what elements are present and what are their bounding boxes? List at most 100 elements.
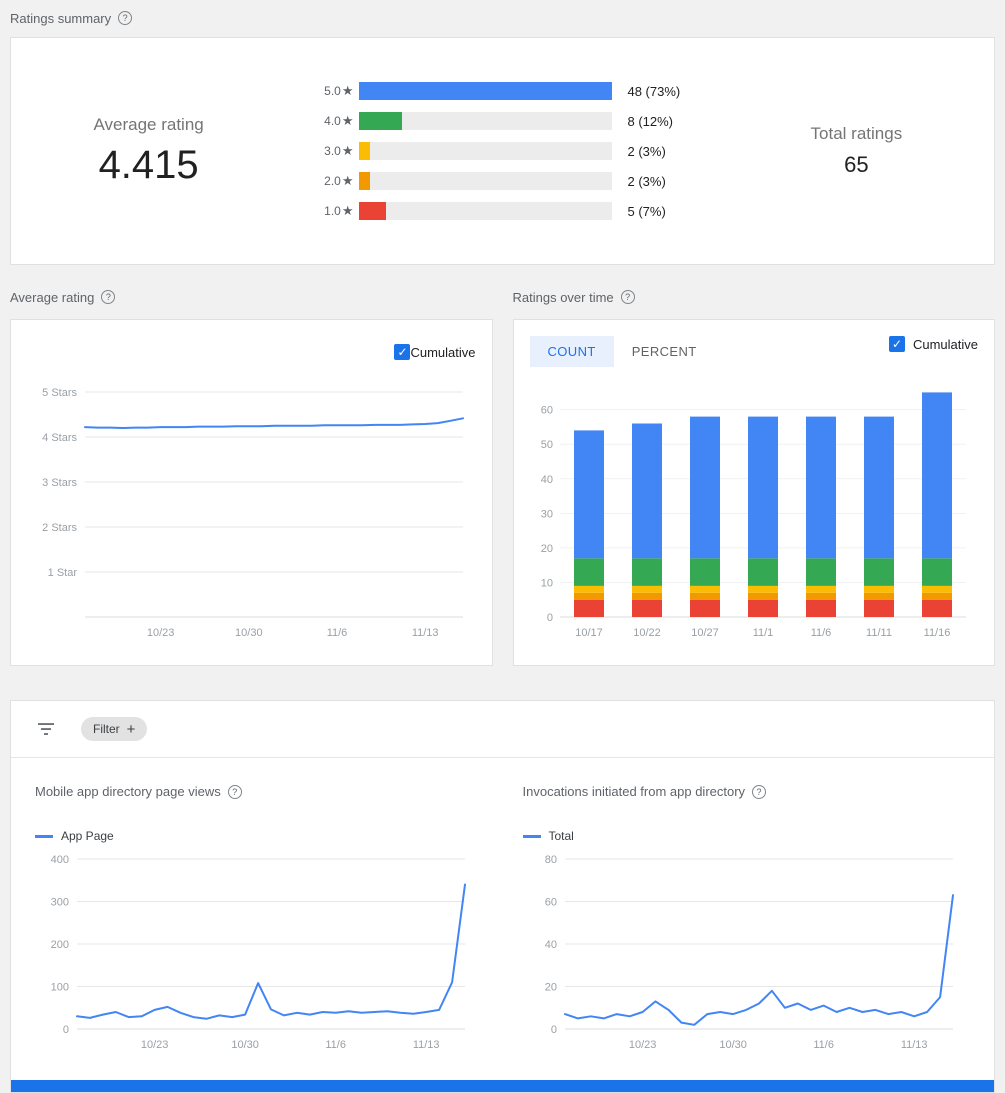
- average-rating-header: Average rating: [10, 287, 493, 307]
- star-icon: ★: [341, 143, 354, 158]
- svg-text:11/16: 11/16: [923, 627, 950, 639]
- svg-text:5 Stars: 5 Stars: [42, 387, 77, 399]
- directory-charts-row: Mobile app directory page views App Page…: [11, 758, 994, 1064]
- ratings-summary-card: Average rating 4.415 5.0★ 48 (73%) 4.0★ 8 (…: [10, 37, 995, 265]
- average-rating-chart: 5 Stars 4 Stars 3 Stars 2 Stars 1 Star 10/23 1…: [42, 387, 464, 639]
- svg-text:30: 30: [540, 508, 552, 520]
- svg-text:11/6: 11/6: [813, 1039, 834, 1051]
- average-rating-toolbar: Cumulative: [27, 336, 476, 368]
- star-icon: ★: [341, 203, 354, 218]
- help-icon[interactable]: [752, 784, 767, 799]
- filter-bar: Filter: [11, 701, 994, 758]
- rating-row-count: 5 (7%): [627, 203, 666, 219]
- cumulative-checkbox[interactable]: [394, 344, 411, 360]
- ratings-over-time-chart: 0 10 20 30 40 50 60 10/17 10/22 10/27 11/1 11/6 11/1…: [540, 392, 966, 639]
- rating-bar-track: [359, 82, 613, 100]
- cumulative-checkbox[interactable]: [888, 336, 905, 352]
- legend-line-icon: [522, 834, 541, 838]
- svg-text:60: 60: [540, 405, 552, 417]
- tab-count[interactable]: COUNT: [529, 336, 614, 367]
- tab-percent[interactable]: PERCENT: [614, 336, 715, 367]
- rating-bar-track: [359, 112, 613, 130]
- rating-row-count: 48 (73%): [627, 83, 681, 99]
- svg-text:11/6: 11/6: [325, 1039, 346, 1051]
- rating-row-label: 2.0★: [324, 173, 354, 188]
- rating-row-count: 2 (3%): [627, 143, 666, 159]
- total-ratings-block: Total ratings 65: [719, 38, 994, 264]
- rating-bar-track: [359, 202, 613, 220]
- svg-text:100: 100: [51, 982, 69, 994]
- plus-icon: [127, 721, 136, 738]
- invocations-title: Invocations initiated from app directory: [522, 784, 746, 799]
- ratings-summary-header: Ratings summary: [10, 8, 995, 28]
- svg-text:200: 200: [51, 939, 69, 951]
- svg-text:11/6: 11/6: [327, 627, 348, 639]
- svg-text:11/1: 11/1: [752, 627, 773, 639]
- rating-bar-fill: [359, 202, 386, 220]
- bottom-blue-bar: [11, 1080, 994, 1092]
- help-icon[interactable]: [620, 290, 635, 304]
- rating-row-count: 8 (12%): [627, 113, 674, 129]
- rating-distribution: 5.0★ 48 (73%) 4.0★ 8 (12%) 3.0★ 2 (3%) 2.0★ 2 (…: [286, 38, 719, 264]
- help-icon[interactable]: [118, 11, 133, 25]
- svg-text:11/13: 11/13: [412, 627, 439, 639]
- rating-bar-fill: [359, 142, 371, 160]
- svg-text:10/22: 10/22: [633, 627, 661, 639]
- rating-bar-fill: [359, 172, 371, 190]
- rating-distribution-row: 4.0★ 8 (12%): [313, 112, 691, 130]
- page-views-chart: 400 300 200 100 0 10/23 10/30 11/6 11/13: [51, 854, 466, 1051]
- page-views-title-row: Mobile app directory page views: [35, 784, 483, 799]
- svg-text:0: 0: [550, 1024, 556, 1036]
- average-rating-label: Average rating: [93, 114, 204, 134]
- svg-text:11/13: 11/13: [413, 1039, 440, 1051]
- svg-text:10/17: 10/17: [575, 627, 603, 639]
- average-rating-section-title: Average rating: [10, 289, 95, 305]
- rating-bar-fill: [359, 112, 402, 130]
- rating-bar-fill: [359, 82, 613, 100]
- rating-bar-track: [359, 142, 613, 160]
- svg-text:20: 20: [540, 543, 552, 555]
- svg-text:50: 50: [540, 439, 552, 451]
- directory-metrics-card: Filter Mobile app directory page views A…: [10, 700, 995, 1093]
- legend-line-icon: [35, 834, 53, 838]
- rating-row-label: 1.0★: [324, 203, 354, 218]
- rating-row-label: 3.0★: [324, 143, 354, 158]
- rating-distribution-row: 1.0★ 5 (7%): [313, 202, 691, 220]
- cumulative-check-group: Cumulative: [888, 336, 978, 352]
- page-views-title: Mobile app directory page views: [35, 784, 221, 799]
- svg-text:0: 0: [63, 1024, 69, 1036]
- svg-text:11/6: 11/6: [810, 627, 831, 639]
- ratings-over-time-header: Ratings over time: [513, 287, 996, 307]
- svg-text:1 Star: 1 Star: [48, 567, 78, 579]
- invocations-legend: Total: [522, 829, 971, 843]
- star-icon: ★: [341, 83, 354, 98]
- svg-text:10/30: 10/30: [231, 1039, 259, 1051]
- cumulative-checkbox-label: Cumulative: [912, 336, 978, 352]
- svg-text:300: 300: [51, 897, 69, 909]
- filter-chip[interactable]: Filter: [81, 717, 148, 741]
- rating-distribution-row: 5.0★ 48 (73%): [313, 82, 691, 100]
- charts-row-2: Average rating Cumulative 5 Stars 4 Stars…: [10, 265, 995, 666]
- rating-distribution-row: 2.0★ 2 (3%): [313, 172, 691, 190]
- star-icon: ★: [341, 113, 354, 128]
- average-rating-block: Average rating 4.415: [11, 38, 286, 264]
- invocations-chart: 80 60 40 20 0 10/23 10/30 11/6 11/13: [544, 854, 954, 1051]
- page-views-section: Mobile app directory page views App Page…: [35, 784, 483, 1064]
- svg-text:4 Stars: 4 Stars: [42, 432, 77, 444]
- page-views-legend-label: App Page: [61, 829, 114, 843]
- svg-text:10/23: 10/23: [141, 1039, 169, 1051]
- total-ratings-value: 65: [844, 152, 869, 177]
- svg-text:80: 80: [544, 854, 556, 866]
- ratings-summary-title: Ratings summary: [10, 10, 112, 26]
- svg-text:10/30: 10/30: [719, 1039, 747, 1051]
- svg-text:2 Stars: 2 Stars: [42, 522, 77, 534]
- svg-text:40: 40: [544, 939, 556, 951]
- invocations-title-row: Invocations initiated from app directory: [523, 784, 971, 799]
- ratings-over-time-section-title: Ratings over time: [512, 289, 614, 305]
- filter-list-icon[interactable]: [37, 721, 55, 737]
- help-icon[interactable]: [101, 290, 116, 304]
- help-icon[interactable]: [227, 784, 242, 799]
- invocations-section: Invocations initiated from app directory…: [522, 784, 971, 1064]
- svg-text:0: 0: [546, 612, 552, 624]
